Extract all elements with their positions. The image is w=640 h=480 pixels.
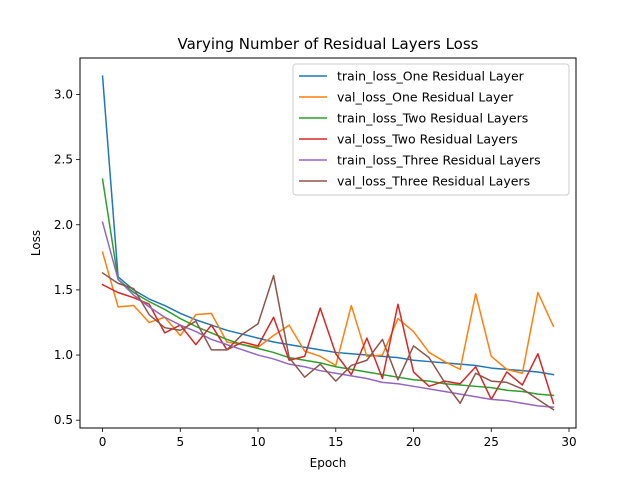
x-tick-label: 0 [99, 435, 107, 449]
x-tick-label: 20 [406, 435, 421, 449]
y-tick-label: 2.5 [54, 153, 73, 167]
series-line-6 [101, 271, 555, 411]
legend-label-4: val_loss_Two Residual Layers [337, 132, 518, 147]
legend-label-5: train_loss_Three Residual Layers [337, 153, 541, 168]
legend-label-3: train_loss_Two Residual Layers [337, 111, 528, 126]
y-tick-label: 3.0 [54, 87, 73, 101]
series-line-4 [101, 283, 555, 405]
x-axis-label: Epoch [310, 456, 347, 470]
y-axis: 0.5 1.0 1.5 2.0 2.5 3.0 [54, 87, 80, 427]
series-line-2 [101, 251, 555, 375]
chart-title: Varying Number of Residual Layers Loss [178, 35, 479, 53]
series-line-3 [101, 178, 555, 397]
legend-frame [292, 63, 570, 196]
series-line-1 [101, 75, 555, 376]
x-axis: 0 5 10 15 20 25 30 [99, 428, 577, 449]
x-tick-label: 30 [561, 435, 576, 449]
legend-label-2: val_loss_One Residual Layer [337, 90, 514, 105]
y-tick-label: 1.5 [54, 283, 73, 297]
axes-frame [79, 57, 577, 429]
x-tick-label: 15 [328, 435, 343, 449]
legend: train_loss_One Residual Layer val_loss_On… [292, 63, 570, 196]
y-tick-label: 0.5 [54, 413, 73, 427]
plot-area [101, 75, 555, 411]
x-tick-label: 5 [176, 435, 184, 449]
y-tick-label: 2.0 [54, 218, 73, 232]
x-tick-label: 10 [250, 435, 265, 449]
x-tick-label: 25 [484, 435, 499, 449]
legend-label-1: train_loss_One Residual Layer [337, 69, 525, 84]
series-line-5 [101, 221, 555, 408]
legend-label-6: val_loss_Three Residual Layers [337, 174, 530, 189]
y-tick-label: 1.0 [54, 348, 73, 362]
y-axis-label: Loss [29, 230, 43, 256]
